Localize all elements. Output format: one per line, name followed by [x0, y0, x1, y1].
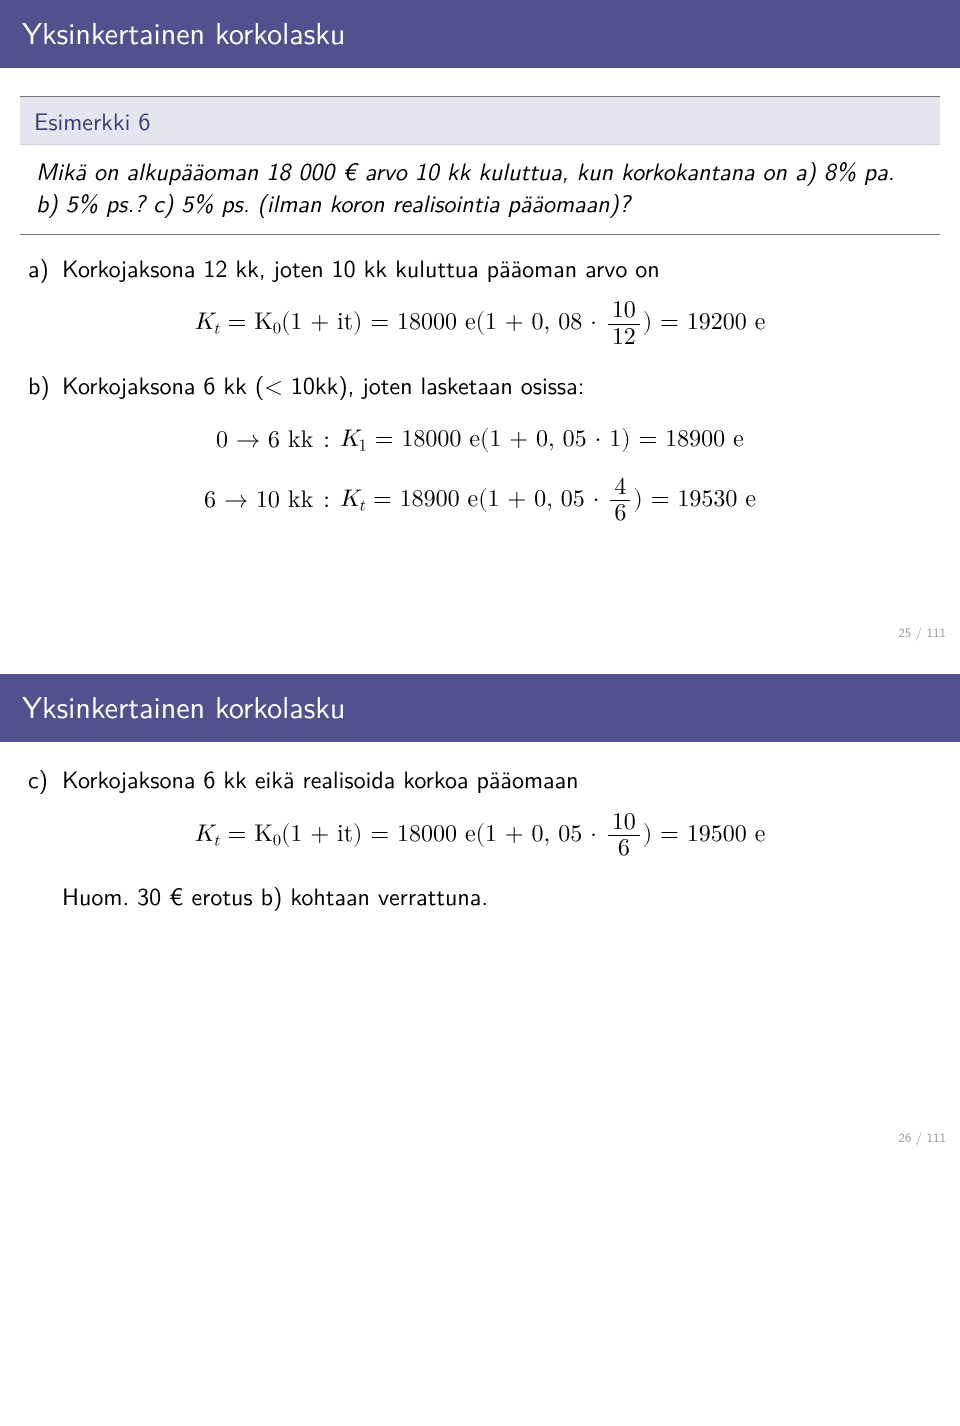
equation-table: 0 → 6 kk : K1 = 18000 e(1 + 0, 05 · 1) =…	[198, 415, 762, 534]
eq-c-frac-d: 6	[608, 836, 640, 861]
eq-c-mid1: = K	[220, 822, 273, 846]
eq-c-frac-n: 10	[608, 810, 640, 836]
eq-a-mid2: (1 + it) = 18000 e(1 + 0, 08 ·	[281, 310, 605, 334]
item-a-text: Korkojaksona 12 kk, joten 10 kk kuluttua…	[62, 251, 660, 285]
equation-a: Kt = K0(1 + it) = 18000 e(1 + 0, 08 · 10…	[28, 298, 932, 349]
eq-row2-frac-d: 6	[610, 501, 630, 526]
eq-c-mid2: (1 + it) = 18000 e(1 + 0, 05 ·	[281, 822, 605, 846]
note-text: Huom. 30 € erotus b) kohtaan verrattuna.	[62, 879, 932, 913]
eq-row2-end: ) = 19530 e	[633, 487, 756, 511]
content-area: a) Korkojaksona 12 kk, joten 10 kk kulut…	[0, 235, 960, 534]
slide-title: Yksinkertainen korkolasku	[0, 674, 960, 742]
item-a: a) Korkojaksona 12 kk, joten 10 kk kulut…	[28, 251, 932, 285]
item-b: b) Korkojaksona 6 kk (< 10kk), joten las…	[28, 368, 932, 402]
eq-c-K: K	[195, 822, 214, 846]
content-area: c) Korkojaksona 6 kk eikä realisoida kor…	[0, 742, 960, 913]
eq-a-mid1: = K	[220, 310, 273, 334]
item-b-label: b)	[28, 368, 62, 402]
example-label: Esimerkki 6	[20, 97, 940, 145]
eq-row1-rest: = 18000 e(1 + 0, 05 · 1) = 18900 e	[367, 427, 744, 451]
slide-title: Yksinkertainen korkolasku	[0, 0, 960, 68]
item-a-label: a)	[28, 251, 62, 285]
eq-row1-sub: 1	[359, 439, 367, 455]
eq-row2-mid: = 18900 e(1 + 0, 05 ·	[365, 487, 607, 511]
item-c-text: Korkojaksona 6 kk eikä realisoida korkoa…	[62, 762, 579, 796]
eq-row-2: 6 → 10 kk : Kt = 18900 e(1 + 0, 05 · 46)…	[198, 467, 762, 534]
page-number: 26 / 111	[898, 1128, 946, 1147]
example-box: Esimerkki 6 Mikä on alkupääoman 18 000 €…	[20, 96, 940, 235]
example-text: Mikä on alkupääoman 18 000 € arvo 10 kk …	[20, 145, 940, 234]
equation-c: Kt = K0(1 + it) = 18000 e(1 + 0, 05 · 10…	[28, 810, 932, 861]
page-number: 25 / 111	[898, 623, 946, 642]
eq-c-end: ) = 19500 e	[643, 822, 766, 846]
eq-row2-lhs: 6 → 10 kk	[204, 488, 313, 512]
item-c: c) Korkojaksona 6 kk eikä realisoida kor…	[28, 762, 932, 796]
eq-a-frac-num: 10	[608, 298, 640, 324]
eq-c-sub0: 0	[273, 833, 281, 849]
eq-a-sub0: 0	[273, 322, 281, 338]
eq-a-rhs: ) = 19200 e	[643, 310, 766, 334]
eq-row2-frac-n: 4	[610, 475, 630, 501]
eq-row1-lhs: 0 → 6 kk	[216, 428, 313, 452]
eq-a-K: K	[195, 310, 214, 334]
item-c-label: c)	[28, 762, 62, 796]
item-b-text: Korkojaksona 6 kk (< 10kk), joten lasket…	[62, 368, 584, 402]
eq-row1-K: K	[340, 427, 359, 451]
eq-row2-K: K	[340, 487, 359, 511]
eq-a-frac-den: 12	[608, 325, 640, 350]
eq-row-1: 0 → 6 kk : K1 = 18000 e(1 + 0, 05 · 1) =…	[198, 415, 762, 466]
